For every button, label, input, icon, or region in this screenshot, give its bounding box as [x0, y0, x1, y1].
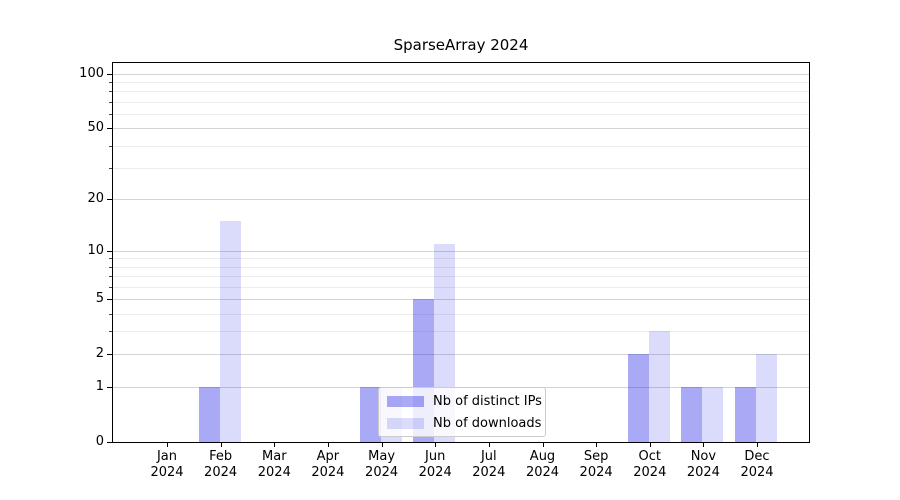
- x-tick-label-aug: Aug 2024: [525, 449, 560, 480]
- gridline-minor-8: [113, 266, 809, 268]
- x-tick-mark-sep: [596, 443, 598, 447]
- bar-ips-may: [359, 386, 381, 442]
- x-tick-mark-aug: [542, 443, 544, 447]
- y-minor-tick-mark-40: [109, 145, 112, 147]
- gridline-minor-9: [113, 258, 809, 260]
- x-tick-mark-oct: [649, 443, 651, 447]
- bar-ips-feb: [198, 386, 220, 442]
- y-tick-label-1: 1: [95, 378, 104, 394]
- legend-swatch-downloads: [387, 417, 424, 429]
- gridline-minor-90: [113, 82, 809, 84]
- x-tick-label-dec: Dec 2024: [740, 449, 774, 480]
- x-tick-mark-apr: [327, 443, 329, 447]
- x-tick-mark-dec: [757, 443, 758, 447]
- gridline-minor-30: [113, 168, 809, 169]
- y-minor-tick-mark-4: [109, 313, 112, 315]
- x-tick-label-oct: Oct 2024: [633, 449, 667, 480]
- y-minor-tick-mark-80: [109, 91, 112, 93]
- x-tick-label-jun: Jun 2024: [418, 449, 452, 480]
- x-tick-mark-jan: [167, 443, 168, 447]
- x-tick-mark-jul: [488, 443, 490, 447]
- bar-ips-dec: [735, 386, 756, 442]
- x-tick-label-jul: Jul 2024: [472, 449, 506, 480]
- x-tick-mark-may: [381, 443, 383, 447]
- y-minor-tick-mark-60: [109, 114, 112, 115]
- legend-label-downloads: Nb of downloads: [433, 415, 542, 431]
- y-tick-label-5: 5: [95, 291, 104, 306]
- legend-item-downloads: Nb of downloads: [387, 414, 541, 432]
- y-tick-mark-10: [107, 250, 112, 252]
- legend-swatch-distinct-ips: [387, 395, 424, 407]
- gridline-10: [113, 250, 809, 252]
- bar-ips-nov: [681, 386, 703, 442]
- y-tick-mark-100: [107, 73, 112, 75]
- y-tick-mark-50: [107, 128, 112, 130]
- gridline-5: [113, 299, 809, 300]
- legend-item-distinct-ips: Nb of distinct IPs: [387, 392, 542, 410]
- chart-title: SparseArray 2024: [393, 36, 529, 54]
- x-tick-label-apr: Apr 2024: [311, 449, 345, 480]
- plot-area: Nb of distinct IPs Nb of downloads: [112, 62, 810, 443]
- bar-downloads-oct: [648, 331, 670, 442]
- x-tick-mark-mar: [274, 443, 276, 447]
- gridline-20: [113, 199, 809, 201]
- gridline-minor-6: [113, 286, 809, 288]
- y-tick-mark-5: [107, 299, 112, 300]
- y-tick-mark-20: [107, 199, 112, 201]
- legend-label-distinct-ips: Nb of distinct IPs: [433, 393, 542, 409]
- x-tick-label-feb: Feb 2024: [204, 449, 238, 480]
- y-minor-tick-mark-6: [109, 286, 112, 288]
- gridline-minor-70: [113, 101, 809, 103]
- x-tick-label-sep: Sep 2024: [579, 449, 613, 480]
- x-tick-mark-feb: [220, 443, 222, 447]
- y-minor-tick-mark-7: [109, 276, 112, 278]
- bar-downloads-feb: [219, 220, 241, 442]
- gridline-100: [113, 73, 809, 75]
- y-minor-tick-mark-9: [109, 258, 112, 260]
- x-tick-label-may: May 2024: [365, 449, 399, 480]
- x-tick-mark-nov: [703, 443, 705, 447]
- y-tick-label-50: 50: [87, 120, 104, 136]
- y-tick-mark-0: [107, 442, 112, 443]
- bar-downloads-dec: [756, 354, 777, 442]
- x-tick-label-nov: Nov 2024: [686, 449, 720, 480]
- y-minor-tick-mark-30: [109, 168, 112, 169]
- y-tick-mark-1: [107, 386, 112, 388]
- y-tick-label-10: 10: [87, 242, 104, 258]
- y-tick-label-0: 0: [95, 434, 104, 449]
- x-tick-label-jan: Jan 2024: [150, 449, 184, 480]
- y-tick-label-2: 2: [95, 346, 104, 362]
- legend: Nb of distinct IPs Nb of downloads: [378, 387, 546, 437]
- x-tick-label-mar: Mar 2024: [257, 449, 291, 480]
- bar-ips-oct: [627, 354, 649, 442]
- gridline-minor-7: [113, 276, 809, 278]
- bar-downloads-nov: [702, 386, 724, 442]
- y-minor-tick-mark-8: [109, 266, 112, 268]
- gridline-50: [113, 128, 809, 130]
- y-tick-mark-2: [107, 354, 112, 356]
- y-tick-label-20: 20: [87, 191, 104, 207]
- y-tick-label-100: 100: [79, 65, 104, 81]
- x-tick-mark-jun: [435, 443, 437, 447]
- y-minor-tick-mark-70: [109, 101, 112, 103]
- y-minor-tick-mark-90: [109, 82, 112, 84]
- gridline-minor-40: [113, 145, 809, 147]
- gridline-minor-80: [113, 91, 809, 93]
- gridline-2: [113, 354, 809, 356]
- gridline-minor-4: [113, 313, 809, 315]
- gridline-minor-60: [113, 114, 809, 115]
- gridline-minor-3: [113, 331, 809, 333]
- y-minor-tick-mark-3: [109, 331, 112, 333]
